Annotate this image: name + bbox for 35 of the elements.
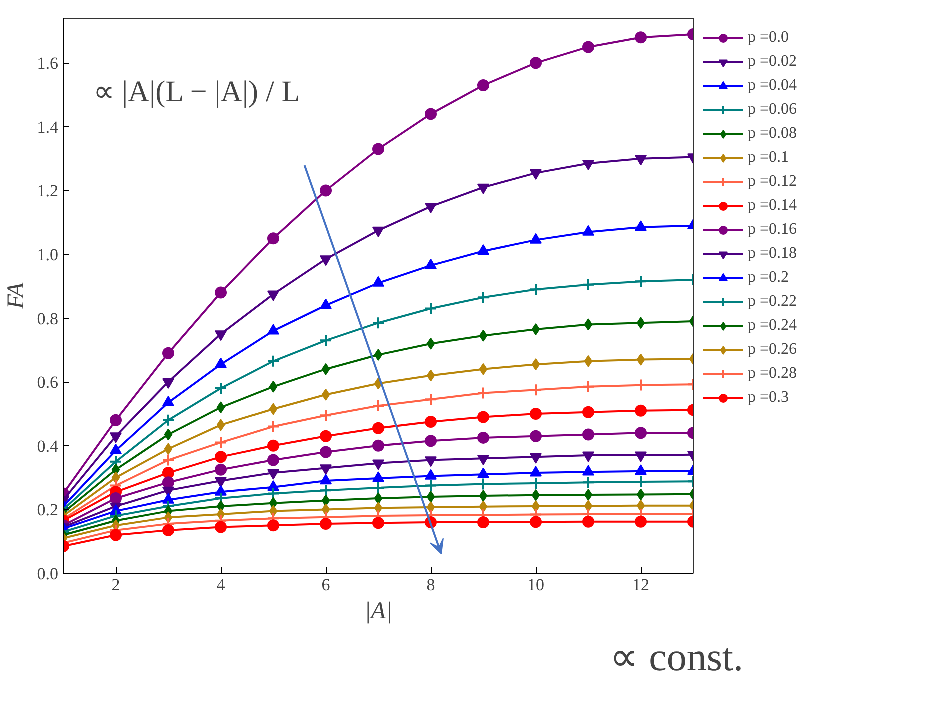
legend-label: p =0.24 — [748, 317, 798, 335]
y-tick-label: 0.6 — [37, 373, 58, 392]
x-tick-label: 6 — [322, 576, 330, 594]
y-axis-title: FA — [3, 282, 30, 310]
legend-label: p =0.02 — [748, 53, 798, 71]
y-tick-label: 1.6 — [37, 54, 58, 74]
legend-label: p =0.3 — [748, 389, 790, 407]
x-tick-label: 12 — [632, 576, 650, 594]
legend-label: p =0.2 — [748, 269, 790, 287]
legend-label: p =0.08 — [748, 125, 798, 143]
x-tick-label: 10 — [528, 576, 544, 594]
y-tick-label: 1.4 — [37, 118, 59, 137]
legend-label: p =0.26 — [748, 341, 798, 359]
y-tick-label: 0.8 — [37, 309, 58, 328]
y-tick-label: 0.2 — [37, 500, 58, 520]
x-tick-label: 2 — [112, 576, 120, 594]
x-tick-label: 8 — [426, 576, 436, 594]
legend-label: p =0.14 — [748, 197, 798, 215]
x-tick-label: 4 — [216, 576, 226, 594]
legend-label: p =0.28 — [748, 365, 798, 383]
x-axis-title: |A| — [364, 598, 392, 624]
annotation: ∝ |A|(L − |A|) / L — [94, 76, 300, 108]
legend-label: p =0.06 — [748, 101, 798, 119]
legend-label: p =0.04 — [748, 77, 798, 95]
legend-label: p =0.16 — [748, 221, 798, 239]
legend-label: p =0.0 — [748, 29, 790, 47]
legend-label: p =0.18 — [748, 245, 798, 263]
legend-label: p =0.1 — [748, 149, 790, 167]
y-tick-label: 1.0 — [37, 246, 58, 265]
y-tick-label: 0.4 — [37, 436, 59, 456]
y-tick-label: 0.0 — [37, 564, 58, 584]
text: ∝ const. — [610, 634, 744, 680]
legend-label: p =0.22 — [748, 293, 798, 311]
legend-label: p =0.12 — [748, 173, 798, 191]
y-tick-label: 1.2 — [37, 182, 58, 201]
